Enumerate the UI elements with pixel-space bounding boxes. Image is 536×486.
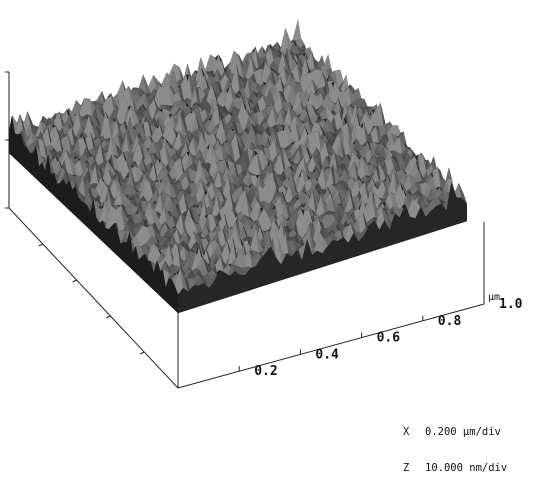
surface-left-wall bbox=[9, 115, 178, 314]
scale-row-x: X 0.200 µm/div bbox=[403, 426, 535, 438]
scale-axis-letter: X bbox=[403, 426, 410, 438]
surface-facet bbox=[322, 54, 332, 71]
x-tick-label: 1.0 bbox=[499, 297, 523, 312]
z-axis-ticks bbox=[5, 71, 9, 209]
left-front-edge bbox=[8, 207, 179, 389]
x-tick-label: 0.8 bbox=[438, 314, 462, 329]
bounding-box bbox=[8, 72, 485, 389]
x-tick-label: 0.4 bbox=[315, 347, 339, 362]
afm-height-surface bbox=[8, 19, 468, 314]
surface-front-wall bbox=[178, 183, 467, 314]
y-tick bbox=[106, 315, 111, 319]
x-axis-tick-labels: 0.2 0.4 0.6 0.8 1.0 bbox=[254, 297, 522, 379]
scale-value: 10.000 nm/div bbox=[425, 462, 508, 474]
afm-surface-figure: 0.2 0.4 0.6 0.8 1.0 µm bbox=[5, 19, 523, 389]
y-tick bbox=[38, 243, 44, 247]
scale-value: 0.200 µm/div bbox=[425, 426, 501, 438]
scale-axis-letter: Z bbox=[403, 462, 410, 474]
x-tick-label: 0.2 bbox=[254, 364, 277, 379]
surface-facet bbox=[292, 19, 302, 42]
scale-row-z: Z 10.000 nm/div bbox=[403, 462, 535, 474]
x-tick-label: 0.6 bbox=[377, 331, 401, 346]
y-tick bbox=[72, 279, 77, 283]
scale-legend: X 0.200 µm/div Z 10.000 nm/div bbox=[403, 402, 535, 486]
y-axis-ticks bbox=[38, 243, 145, 355]
x-axis-line bbox=[177, 303, 485, 389]
y-tick bbox=[139, 351, 145, 355]
x-axis-ticks bbox=[177, 299, 485, 388]
x-axis-unit-label: µm bbox=[488, 292, 500, 303]
